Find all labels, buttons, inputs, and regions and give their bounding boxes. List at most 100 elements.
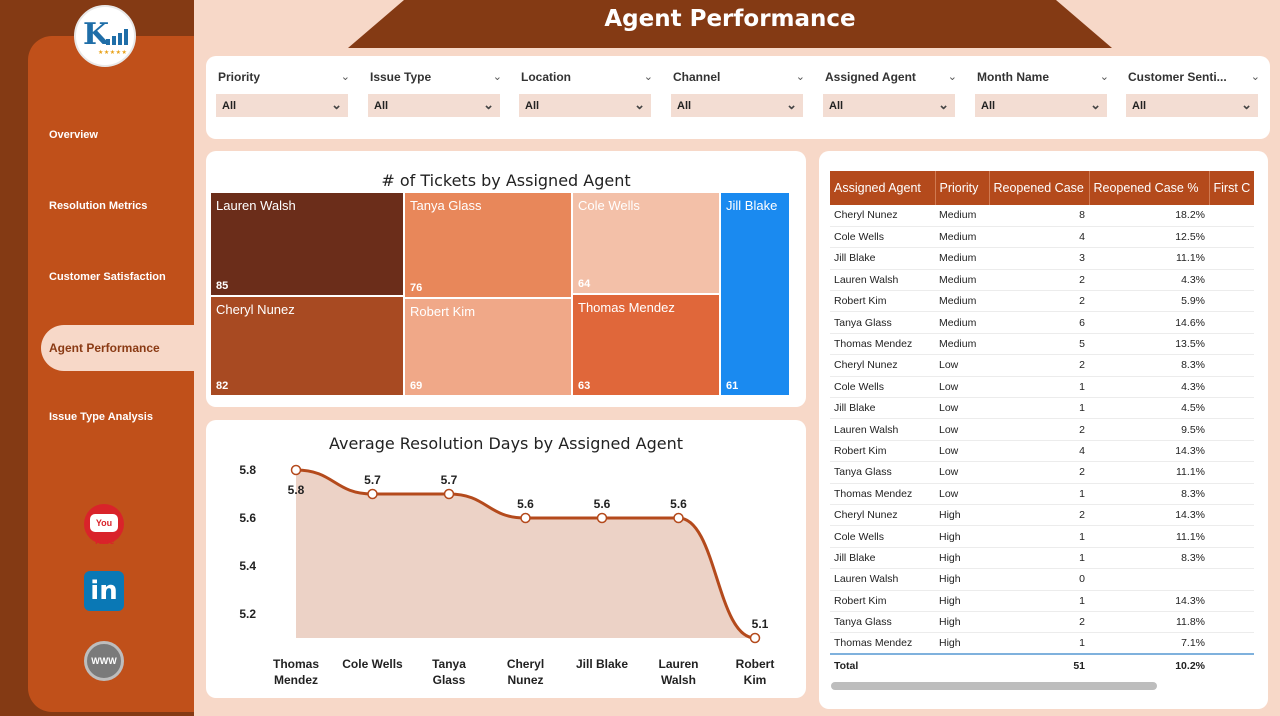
filter-dropdown[interactable]: All ⌄ [1126, 94, 1258, 117]
chevron-down-icon: ⌄ [938, 97, 949, 112]
table-cell: 1 [989, 590, 1089, 612]
table-row[interactable]: Tanya Glass Medium 6 14.6% [830, 311, 1254, 334]
filter-dropdown[interactable]: All ⌄ [671, 94, 803, 117]
table-row[interactable]: Robert Kim Medium 2 5.9% [830, 290, 1254, 313]
filter-6[interactable]: Customer Senti... ⌄ All ⌄ [1126, 70, 1260, 117]
data-point[interactable] [443, 488, 455, 500]
nav-overview[interactable]: Overview [49, 129, 98, 141]
table-row[interactable]: Cole Wells Low 1 4.3% [830, 376, 1254, 399]
table-row[interactable]: Robert Kim Low 4 14.3% [830, 440, 1254, 463]
data-point[interactable] [367, 488, 378, 500]
table-cell: 1 [989, 376, 1089, 399]
filter-value: All [222, 100, 237, 112]
nav-agent-performance[interactable]: Agent Performance [41, 325, 194, 371]
filter-2[interactable]: Location ⌄ All ⌄ [519, 70, 653, 117]
filter-dropdown[interactable]: All ⌄ [368, 94, 500, 117]
y-tick-label: 5.4 [239, 559, 256, 573]
filter-4[interactable]: Assigned Agent ⌄ All ⌄ [823, 70, 957, 117]
filter-3[interactable]: Channel ⌄ All ⌄ [671, 70, 805, 117]
filter-1[interactable]: Issue Type ⌄ All ⌄ [368, 70, 502, 117]
website-icon[interactable]: WWW [84, 641, 124, 681]
treemap-cell[interactable]: Thomas Mendez 63 [572, 294, 720, 396]
table-horizontal-scrollbar[interactable] [831, 682, 1157, 690]
table-cell: Cheryl Nunez [830, 354, 935, 377]
table-cell: 8.3% [1089, 483, 1209, 505]
table-row[interactable]: Cole Wells Medium 4 12.5% [830, 226, 1254, 249]
youtube-icon[interactable]: You Tube [84, 504, 124, 546]
table-row[interactable]: Jill Blake Medium 3 11.1% [830, 247, 1254, 270]
data-label: 5.6 [594, 497, 611, 511]
data-label: 5.7 [441, 473, 458, 487]
table-row[interactable]: Jill Blake Low 1 4.5% [830, 397, 1254, 420]
table-row[interactable]: Cheryl Nunez Low 2 8.3% [830, 354, 1254, 377]
data-point[interactable] [520, 512, 531, 524]
treemap-title: # of Tickets by Assigned Agent [381, 171, 631, 190]
treemap-cell[interactable]: Cole Wells 64 [572, 192, 720, 294]
table-row[interactable]: Cheryl Nunez High 2 14.3% [830, 504, 1254, 527]
chevron-down-icon[interactable]: ⌄ [947, 71, 957, 83]
table-row[interactable]: Jill Blake High 1 8.3% [830, 547, 1254, 570]
data-point[interactable] [749, 632, 761, 644]
treemap-cell[interactable]: Tanya Glass 76 [404, 192, 572, 298]
table-cell [1209, 590, 1254, 612]
table-cell: Medium [935, 311, 989, 334]
table-cell [1209, 483, 1254, 505]
table-cell [1209, 461, 1254, 484]
table-row[interactable]: Tanya Glass High 2 11.8% [830, 611, 1254, 634]
chevron-down-icon[interactable]: ⌄ [643, 71, 653, 83]
filter-5[interactable]: Month Name ⌄ All ⌄ [975, 70, 1109, 117]
data-point[interactable] [596, 512, 608, 524]
total-cell: 10.2% [1089, 653, 1209, 675]
area-chart-panel: Average Resolution Days by Assigned Agen… [206, 420, 806, 698]
table-row[interactable]: Lauren Walsh Low 2 9.5% [830, 418, 1254, 441]
table-row[interactable]: Robert Kim High 1 14.3% [830, 590, 1254, 612]
linkedin-icon[interactable]: in [84, 571, 124, 611]
table-row[interactable]: Cheryl Nunez Medium 8 18.2% [830, 205, 1254, 227]
table-cell: 1 [989, 397, 1089, 420]
column-header[interactable]: Assigned Agent [830, 171, 936, 205]
chevron-down-icon[interactable]: ⌄ [492, 71, 502, 83]
filter-dropdown[interactable]: All ⌄ [823, 94, 955, 117]
filter-0[interactable]: Priority ⌄ All ⌄ [216, 70, 350, 117]
filter-dropdown[interactable]: All ⌄ [519, 94, 651, 117]
table-row[interactable]: Thomas Mendez High 1 7.1% [830, 632, 1254, 655]
table-cell [1209, 333, 1254, 356]
nav-issue-type-analysis[interactable]: Issue Type Analysis [49, 411, 153, 423]
nav-customer-satisfaction[interactable]: Customer Satisfaction [49, 271, 166, 283]
treemap-panel: # of Tickets by Assigned Agent Lauren Wa… [206, 151, 806, 407]
chevron-down-icon[interactable]: ⌄ [795, 71, 805, 83]
treemap-cell[interactable]: Jill Blake 61 [720, 192, 790, 396]
chevron-down-icon[interactable]: ⌄ [340, 71, 350, 83]
area-chart: 5.8 5.6 5.4 5.2 5.8 Thomas Mendez 5.7 Cole Wells… [239, 463, 774, 687]
y-tick-label: 5.6 [239, 511, 256, 525]
nav-resolution-metrics[interactable]: Resolution Metrics [49, 200, 148, 212]
table-cell: Low [935, 440, 989, 463]
table-row[interactable]: Lauren Walsh High 0 [830, 568, 1254, 591]
table-row[interactable]: Lauren Walsh Medium 2 4.3% [830, 269, 1254, 292]
table-row[interactable]: Thomas Mendez Low 1 8.3% [830, 483, 1254, 505]
table-row[interactable]: Tanya Glass Low 2 11.1% [830, 461, 1254, 484]
table-cell: Jill Blake [830, 247, 935, 270]
table-cell: 14.3% [1089, 590, 1209, 612]
treemap-cell[interactable]: Robert Kim 69 [404, 298, 572, 396]
table-cell [1209, 397, 1254, 420]
filter-dropdown[interactable]: All ⌄ [975, 94, 1107, 117]
chevron-down-icon[interactable]: ⌄ [1250, 71, 1260, 83]
table-row[interactable]: Thomas Mendez Medium 5 13.5% [830, 333, 1254, 356]
filter-label: Priority [218, 70, 261, 84]
data-point[interactable] [290, 464, 302, 476]
table-row[interactable]: Cole Wells High 1 11.1% [830, 525, 1254, 548]
column-header[interactable]: Reopened Case % [1089, 171, 1210, 205]
table-cell: 1 [989, 632, 1089, 655]
column-header[interactable]: First C [1209, 171, 1254, 205]
filter-dropdown[interactable]: All ⌄ [216, 94, 348, 117]
total-cell: 51 [989, 653, 1089, 675]
logo-bars-icon [106, 29, 132, 45]
chevron-down-icon[interactable]: ⌄ [1099, 71, 1109, 83]
chevron-down-icon: ⌄ [331, 97, 342, 112]
treemap-cell[interactable]: Cheryl Nunez 82 [210, 296, 404, 396]
column-header[interactable]: Reopened Case [989, 171, 1090, 205]
column-header[interactable]: Priority [935, 171, 990, 205]
data-point[interactable] [673, 512, 684, 524]
treemap-cell[interactable]: Lauren Walsh 85 [210, 192, 404, 296]
